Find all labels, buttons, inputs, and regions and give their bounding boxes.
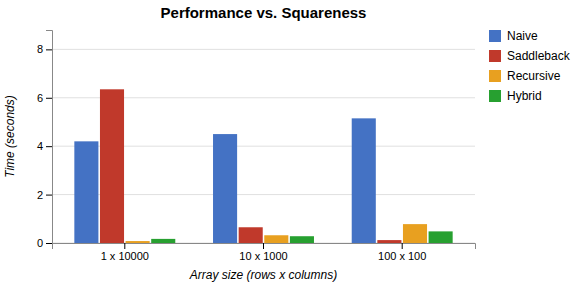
bar: [239, 227, 263, 243]
legend-item: Saddleback: [489, 49, 571, 63]
x-tick-label: 1 x 10000: [101, 250, 149, 262]
y-tick-label: 8: [37, 43, 43, 55]
y-tick: 0: [37, 237, 52, 249]
y-tick: 4: [37, 140, 52, 152]
y-tick-label: 2: [37, 189, 43, 201]
legend-swatch: [489, 70, 501, 82]
bar: [352, 118, 376, 243]
x-tick-label: 10 x 1000: [239, 250, 287, 262]
y-axis-title: Time (seconds): [3, 95, 17, 178]
legend-label: Naive: [507, 29, 538, 43]
legend-label: Hybrid: [507, 89, 542, 103]
bars: [74, 89, 452, 243]
x-tick-mark: [402, 243, 403, 249]
x-tick: 100 x 100: [378, 243, 426, 262]
x-tick-mark: [263, 243, 264, 249]
plot: 0 2 4 6 8 1 x 10000 10 x 1000 100 x 100: [37, 31, 476, 262]
y-tick-mark: [46, 195, 52, 196]
x-tick-mark: [124, 243, 125, 249]
bar: [126, 241, 150, 243]
series: [126, 224, 427, 243]
y-tick-label: 4: [37, 140, 43, 152]
y-tick: 6: [37, 92, 52, 104]
y-tick: 8: [37, 43, 52, 55]
legend-swatch: [489, 50, 501, 62]
bar: [74, 141, 98, 243]
bar: [377, 240, 401, 243]
bar: [290, 236, 314, 243]
bar: [213, 134, 237, 243]
legend-label: Recursive: [507, 69, 561, 83]
bar: [264, 235, 288, 243]
bar: [100, 89, 124, 243]
legend-item: Recursive: [489, 69, 561, 83]
legend-swatch: [489, 30, 501, 42]
y-tick-label: 0: [37, 237, 43, 249]
y-tick-label: 6: [37, 92, 43, 104]
x-axis-line: [53, 244, 476, 250]
x-axis: 1 x 10000 10 x 1000 100 x 100: [53, 243, 476, 262]
x-axis-title: Array size (rows x columns): [189, 268, 337, 282]
series: [151, 231, 452, 243]
legend-label: Saddleback: [507, 49, 571, 63]
title: Performance vs. Squareness: [161, 4, 367, 21]
y-axis-line: [46, 31, 53, 244]
y-tick: 2: [37, 189, 52, 201]
legend: Naive Saddleback Recursive Hybrid: [489, 29, 571, 103]
y-tick-mark: [46, 49, 52, 50]
legend-item: Hybrid: [489, 89, 542, 103]
legend-swatch: [489, 90, 501, 102]
legend-item: Naive: [489, 29, 538, 43]
series: [100, 89, 401, 243]
chart: 0 2 4 6 8 1 x 10000 10 x 1000 100 x 100 Performa…: [0, 0, 585, 287]
x-tick: 10 x 1000: [239, 243, 287, 262]
y-tick-mark: [46, 98, 52, 99]
bar: [429, 231, 453, 243]
y-tick-mark: [46, 146, 52, 147]
x-tick: 1 x 10000: [101, 243, 149, 262]
y-tick-mark: [46, 243, 52, 244]
grid-line: [52, 49, 475, 50]
y-axis: 0 2 4 6 8: [37, 31, 53, 250]
bar: [403, 224, 427, 243]
grid: [52, 49, 475, 243]
bar: [151, 239, 175, 243]
x-tick-label: 100 x 100: [378, 250, 426, 262]
